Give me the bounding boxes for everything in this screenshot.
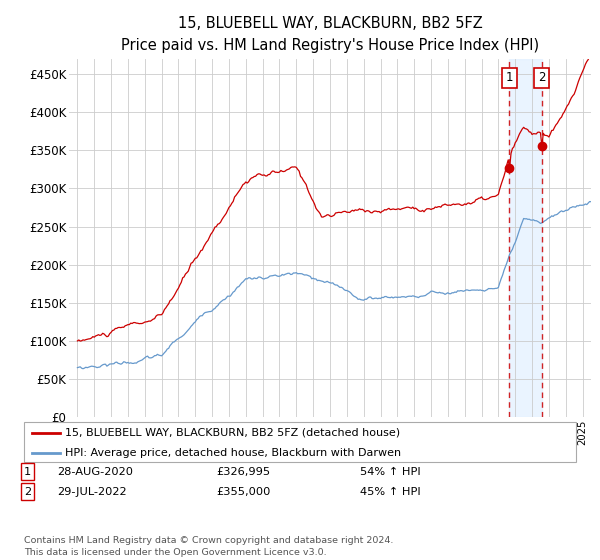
Text: Contains HM Land Registry data © Crown copyright and database right 2024.
This d: Contains HM Land Registry data © Crown c…	[24, 536, 394, 557]
Text: HPI: Average price, detached house, Blackburn with Darwen: HPI: Average price, detached house, Blac…	[65, 448, 401, 458]
Text: 28-AUG-2020: 28-AUG-2020	[57, 466, 133, 477]
Title: 15, BLUEBELL WAY, BLACKBURN, BB2 5FZ
Price paid vs. HM Land Registry's House Pri: 15, BLUEBELL WAY, BLACKBURN, BB2 5FZ Pri…	[121, 16, 539, 53]
Text: 15, BLUEBELL WAY, BLACKBURN, BB2 5FZ (detached house): 15, BLUEBELL WAY, BLACKBURN, BB2 5FZ (de…	[65, 428, 401, 438]
Text: 2: 2	[24, 487, 31, 497]
Bar	[509, 59, 542, 417]
Text: £326,995: £326,995	[216, 466, 270, 477]
Text: 1: 1	[506, 71, 513, 85]
Text: 2: 2	[538, 71, 545, 85]
Text: 54% ↑ HPI: 54% ↑ HPI	[360, 466, 421, 477]
FancyBboxPatch shape	[24, 422, 576, 462]
Text: 1: 1	[24, 466, 31, 477]
Text: 45% ↑ HPI: 45% ↑ HPI	[360, 487, 421, 497]
Text: £355,000: £355,000	[216, 487, 271, 497]
Text: 29-JUL-2022: 29-JUL-2022	[57, 487, 127, 497]
